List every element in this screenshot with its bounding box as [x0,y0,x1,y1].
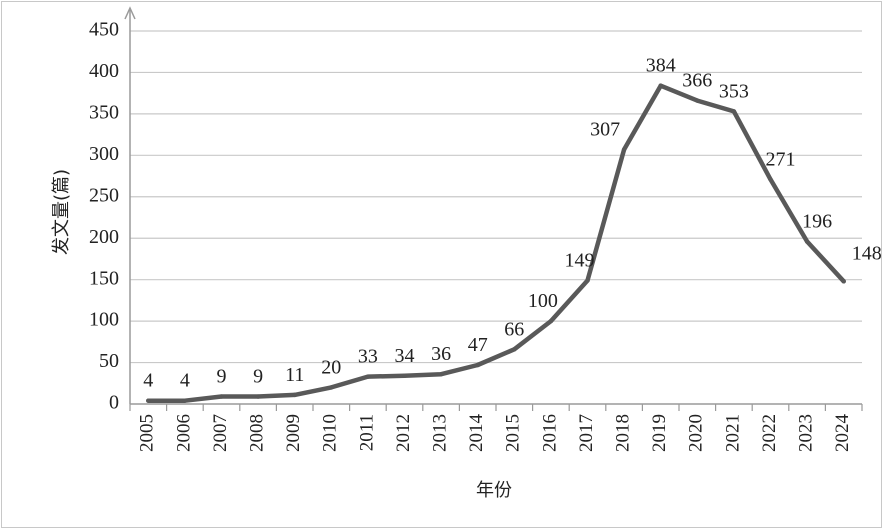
data-label: 148 [852,242,882,264]
x-tick-label: 2015 [503,414,524,452]
x-tick-label: 2007 [210,414,231,452]
y-tick-label: 350 [89,101,119,123]
x-tick-labels: 2005 2006 2007 2008 2009 2010 2011 2012 2013 2014… [137,414,853,453]
data-point [512,347,517,352]
data-label: 34 [395,345,415,367]
data-point [146,398,151,403]
data-point [182,398,188,403]
x-tick-label: 2006 [173,414,194,452]
data-label: 307 [590,119,620,141]
data-label: 66 [504,318,524,340]
x-tick-label: 2019 [649,414,670,452]
y-tick-labels: 0 50 100 150 200 250 300 350 400 450 [89,19,119,414]
x-tick-label: 2017 [576,414,597,452]
x-axis-title: 年份 [476,480,512,501]
x-tick-label: 2018 [612,414,633,452]
data-point [768,177,773,182]
y-tick-label: 150 [89,267,119,289]
axes [124,6,863,411]
x-tick-label: 2005 [137,414,158,452]
data-label: 366 [682,70,712,92]
y-axis-title: 发文量(篇) [51,169,72,255]
data-label: 11 [285,364,304,386]
y-tick-label: 0 [109,392,119,414]
data-label: 4 [180,370,190,392]
data-label: 36 [431,343,451,365]
x-tick-label: 2022 [759,414,780,452]
data-label: 20 [321,356,341,378]
data-point [329,385,334,390]
data-point [219,394,224,399]
data-label: 9 [217,366,227,388]
data-label: 100 [528,290,558,312]
x-tick-label: 2008 [246,414,267,452]
x-tick-label: 2023 [795,414,816,452]
series-line [146,83,846,403]
data-label: 384 [646,55,676,77]
data-point [841,279,846,284]
y-tick-label: 50 [99,350,119,372]
x-tick-label: 2013 [429,414,450,452]
data-point [695,98,700,103]
x-tick-label: 2024 [832,414,853,453]
y-tick-label: 300 [89,143,119,165]
data-point [621,147,627,152]
y-axis-arrow [124,6,136,20]
data-label: 33 [358,346,378,368]
x-tick-label: 2011 [356,414,377,451]
data-label: 47 [468,334,488,356]
data-point [548,318,554,324]
x-tick-label: 2016 [539,414,560,452]
data-point [292,392,297,398]
data-point [731,109,737,114]
data-series [146,83,846,403]
data-label: 149 [565,249,595,271]
x-tick-label: 2014 [466,414,487,453]
x-tick-label: 2021 [722,414,743,452]
data-point [475,362,480,368]
data-point [804,239,810,244]
y-tick-label: 250 [89,184,119,206]
data-point [255,394,261,399]
y-tick-label: 400 [89,60,119,82]
x-tick-label: 2010 [320,414,341,452]
data-point [402,373,407,379]
data-point [585,278,590,283]
y-tick-label: 100 [89,309,119,331]
data-label: 353 [719,80,749,102]
x-tick-label: 2012 [393,414,414,452]
data-label: 4 [143,370,153,392]
y-tick-label: 450 [89,19,119,41]
data-point [365,374,371,379]
data-point [438,371,444,377]
y-tick-label: 200 [89,226,119,248]
data-point [658,83,663,88]
data-label: 271 [766,148,796,170]
gridlines [130,30,862,364]
x-tick-label: 2009 [283,414,304,452]
x-tick-label: 2020 [686,414,707,452]
data-label: 196 [802,211,832,233]
data-label: 9 [253,366,263,388]
